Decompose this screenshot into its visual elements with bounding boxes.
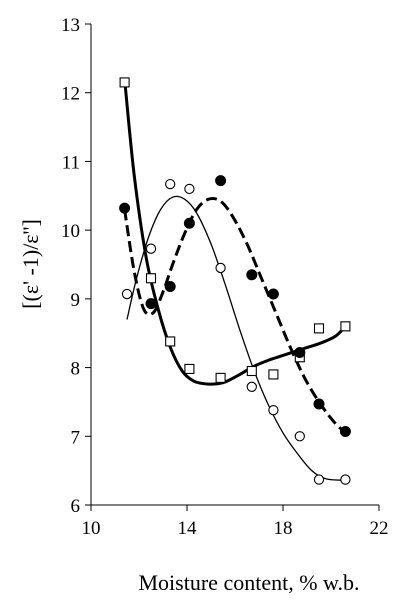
y-axis-label: [(ε' -1)/ε''] xyxy=(18,219,43,309)
square-marker xyxy=(215,372,226,383)
filled-circle-marker xyxy=(164,280,176,292)
square-marker xyxy=(184,363,195,374)
axes xyxy=(85,23,380,511)
fit-lines xyxy=(123,78,347,481)
y-tick-label: 7 xyxy=(71,427,81,448)
open-circle-marker xyxy=(268,405,279,416)
fit-line-series-2 xyxy=(126,195,346,481)
fit-line-series-3 xyxy=(123,196,347,434)
y-tick-label: 8 xyxy=(71,359,81,380)
y-tick-label: 6 xyxy=(71,496,81,517)
square-marker xyxy=(246,365,257,377)
x-tick-label: 10 xyxy=(82,518,101,539)
x-axis-label: Moisture content, % w.b. xyxy=(139,570,360,595)
x-tick-label: 18 xyxy=(274,518,293,539)
open-circle-marker xyxy=(215,262,226,274)
x-tick-label: 22 xyxy=(370,518,389,539)
square-marker xyxy=(165,336,176,347)
square-marker xyxy=(340,321,351,332)
filled-circle-marker xyxy=(294,346,306,358)
y-tick-label: 10 xyxy=(61,221,80,242)
filled-circle-marker xyxy=(215,175,227,187)
y-tick-label: 13 xyxy=(61,15,80,36)
data-markers xyxy=(119,77,351,485)
filled-circle-marker xyxy=(267,288,279,300)
open-circle-marker xyxy=(313,474,325,485)
y-tick-label: 12 xyxy=(61,84,80,105)
filled-circle-marker xyxy=(145,298,157,310)
open-circle-marker xyxy=(184,183,195,195)
square-marker xyxy=(268,369,279,380)
open-circle-marker xyxy=(145,243,157,254)
axis-labels: 10 14 18 22 6 7 8 9 10 11 12 13 Moisture content, % … xyxy=(18,15,389,595)
x-tick-label: 14 xyxy=(178,518,198,539)
y-tick-label: 11 xyxy=(62,152,80,173)
square-marker xyxy=(313,323,325,334)
open-circle-marker xyxy=(246,381,257,392)
filled-circle-marker xyxy=(119,202,131,214)
filled-circle-marker xyxy=(339,425,351,437)
filled-circle-marker xyxy=(183,217,195,229)
square-marker xyxy=(119,77,130,88)
filled-circle-marker xyxy=(313,398,325,410)
y-tick-label: 9 xyxy=(71,290,81,311)
open-circle-marker xyxy=(340,474,351,485)
open-circle-marker xyxy=(294,431,305,442)
open-circle-marker xyxy=(165,178,176,190)
filled-circle-marker xyxy=(246,269,258,281)
open-circle-marker xyxy=(121,288,133,300)
square-marker xyxy=(145,273,157,284)
fit-line-series-1 xyxy=(123,78,347,386)
